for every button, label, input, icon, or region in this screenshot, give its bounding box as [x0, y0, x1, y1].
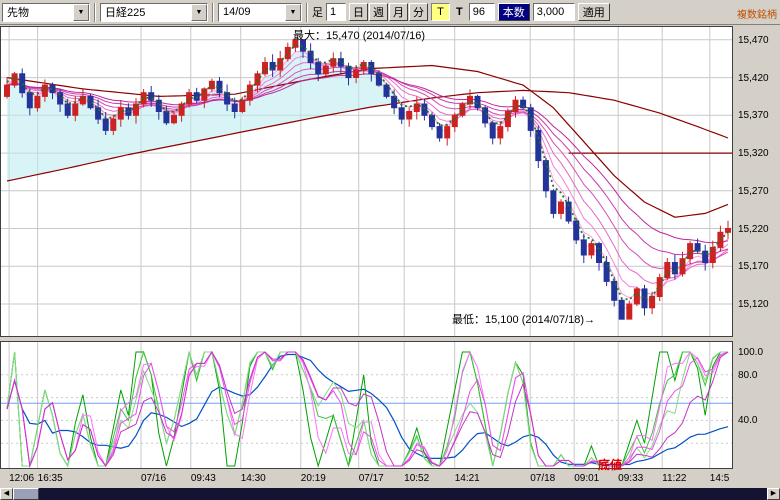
total-count-value: 3,000: [536, 6, 565, 18]
price-axis-label: 15,270: [738, 185, 769, 197]
period-count-value: 1: [330, 6, 337, 18]
toolbar-separator: [94, 2, 96, 22]
multi-symbol-link[interactable]: 複数銘柄: [737, 10, 777, 21]
oscillator-lines: [6, 350, 729, 468]
period-count-input[interactable]: 1: [326, 3, 346, 21]
period-button-group: 日週月分: [349, 3, 428, 21]
apply-button-label: 適用: [582, 7, 605, 19]
time-axis-label: 09:33: [618, 473, 644, 484]
tick-button[interactable]: T: [431, 3, 450, 21]
contract-month-value: 14/09: [223, 6, 251, 18]
time-axis-label: 14:5: [709, 473, 730, 484]
chart-area: 15,470 15,420 15,370 15,320 15,270 15,220 15,1…: [0, 25, 780, 500]
price-axis-label: 15,420: [738, 72, 769, 84]
scrollbar-thumb[interactable]: [13, 488, 39, 500]
time-axis-label: 09:01: [574, 473, 600, 484]
oscillator-panel[interactable]: [0, 341, 733, 469]
time-axis-label: 07/17: [358, 473, 384, 484]
chevron-down-icon[interactable]: ▼: [285, 3, 301, 21]
time-axis-label: 07/18: [530, 473, 556, 484]
time-axis-labels: 12:06 16:35 07/16 09:43 14:30 20:19 07/17 10:52…: [0, 473, 760, 487]
contract-month-select[interactable]: 14/09 ▼: [218, 2, 302, 22]
time-axis-label: 12:06: [9, 473, 35, 484]
time-axis-label: 14:21: [454, 473, 480, 484]
symbol-value: 日経225: [105, 7, 146, 19]
time-axis-label: 11:22: [662, 473, 687, 484]
max-price-annotation: 最大：15,470 (2014/07/16): [293, 30, 426, 42]
right-arrow-icon: ▶: [770, 490, 777, 497]
bars-count-value: 96: [472, 6, 485, 18]
bars-button-label: 本数: [502, 7, 525, 19]
time-axis-label: 16:35: [37, 473, 63, 484]
oscillator-axis-label: 40.0: [738, 415, 758, 427]
left-arrow-icon: ◀: [3, 490, 10, 497]
instrument-select[interactable]: 先物 ▼: [2, 2, 90, 22]
oscillator-grid: [1, 342, 732, 468]
tick-button-label: T: [437, 6, 444, 18]
chevron-down-icon[interactable]: ▼: [73, 3, 89, 21]
price-axis-label: 15,170: [738, 261, 769, 273]
scroll-left-button[interactable]: ◀: [0, 488, 13, 500]
oscillator-axis-label: 80.0: [738, 369, 758, 381]
time-axis-label: 10:52: [404, 473, 430, 484]
period-button-3[interactable]: 分: [409, 3, 428, 21]
apply-button[interactable]: 適用: [577, 3, 610, 21]
period-button-1[interactable]: 週: [369, 3, 388, 21]
price-axis-label: 15,220: [738, 223, 769, 235]
instrument-value: 先物: [7, 7, 29, 19]
moving-average-lines: [6, 64, 732, 218]
price-axis-label: 15,370: [738, 110, 769, 122]
period-label: 足: [312, 7, 323, 19]
toolbar-separator: [306, 2, 308, 22]
oscillator-axis-label: 100.0: [738, 347, 764, 358]
price-axis-labels: 15,470 15,420 15,370 15,320 15,270 15,220 15,1…: [736, 26, 780, 339]
time-axis-label: 09:43: [190, 473, 216, 484]
chevron-down-icon[interactable]: ▼: [191, 3, 207, 21]
toolbar: 先物 ▼ 日経225 ▼ 14/09 ▼ 足 1 日週月分 T T 96 本数 …: [0, 0, 780, 25]
price-axis-label: 15,320: [738, 148, 769, 160]
price-axis-label: 15,470: [738, 34, 769, 46]
bars-count-input[interactable]: 96: [468, 3, 495, 21]
time-axis-label: 20:19: [300, 473, 326, 484]
period-button-2[interactable]: 月: [389, 3, 408, 21]
bars-button[interactable]: 本数: [497, 3, 530, 21]
toolbar-separator: [212, 2, 214, 22]
scroll-right-button[interactable]: ▶: [767, 488, 780, 500]
time-axis-label: 07/16: [141, 473, 167, 484]
total-count-input[interactable]: 3,000: [532, 3, 575, 21]
symbol-select[interactable]: 日経225 ▼: [100, 2, 208, 22]
price-axis-label: 15,120: [738, 299, 769, 311]
cloud-fill: [7, 51, 395, 181]
t-label: T: [456, 6, 463, 18]
candlesticks: [4, 39, 731, 320]
horizontal-scrollbar[interactable]: ◀ ▶: [0, 488, 780, 500]
bottom-price-label: 底値: [598, 458, 623, 472]
fast-ma-dotted: [6, 44, 729, 301]
oscillator-axis-labels: 100.0 80.0 40.0: [736, 341, 780, 471]
main-price-chart[interactable]: [0, 26, 733, 337]
time-axis-label: 14:30: [240, 473, 266, 484]
period-button-0[interactable]: 日: [349, 3, 368, 21]
min-price-annotation: 最低：15,100 (2014/07/18)→: [452, 314, 596, 326]
